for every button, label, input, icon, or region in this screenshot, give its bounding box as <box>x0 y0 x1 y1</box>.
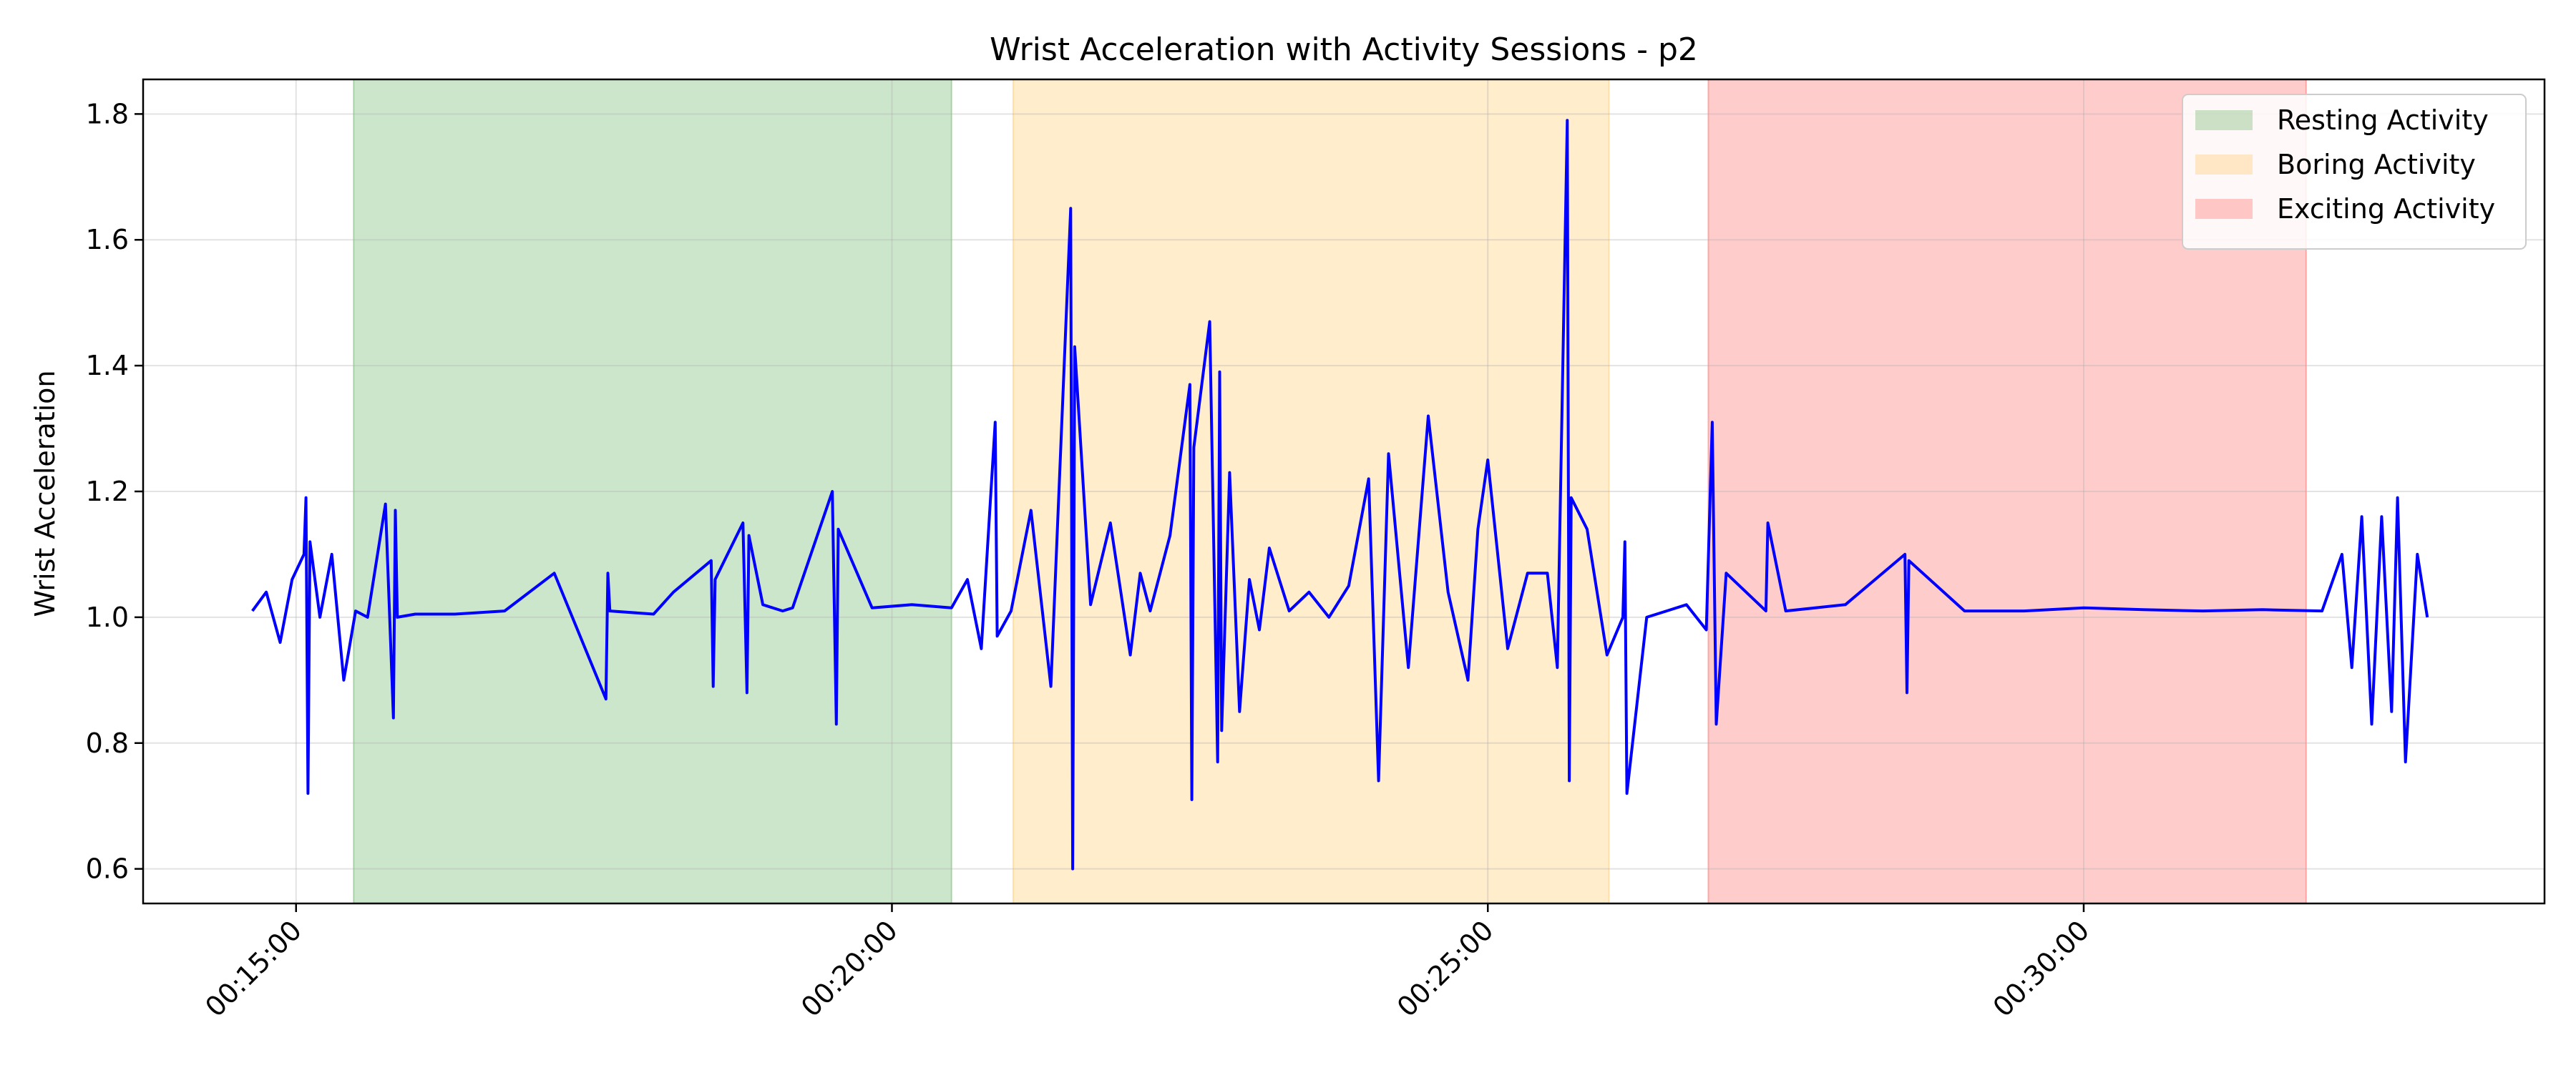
y-axis-label: Wrist Acceleration <box>29 371 61 617</box>
gridlines <box>143 79 2545 903</box>
legend: Resting Activity Boring Activity Exciting … <box>2182 94 2527 250</box>
legend-swatch-1 <box>2195 155 2253 175</box>
series-layer <box>251 119 2429 871</box>
x-axis-ticks: 00:15:00 00:20:00 00:25:00 00:30:00 <box>199 903 2095 1023</box>
chart-title: Wrist Acceleration with Activity Session… <box>990 31 1698 68</box>
legend-swatch-2 <box>2195 199 2253 219</box>
series-line-0 <box>251 119 2429 871</box>
x-tick-label-0: 00:15:00 <box>199 914 308 1023</box>
y-tick-label-5: 1.6 <box>86 224 129 255</box>
session-band-1 <box>1012 79 1610 904</box>
y-tick-label-3: 1.2 <box>86 476 129 507</box>
y-tick-label-0: 0.6 <box>86 853 129 885</box>
activity-sessions <box>353 79 2307 904</box>
y-tick-label-1: 0.8 <box>86 727 129 759</box>
x-tick-label-1: 00:20:00 <box>795 914 904 1023</box>
y-tick-label-2: 1.0 <box>86 602 129 633</box>
y-tick-label-4: 1.4 <box>86 350 129 381</box>
x-tick-label-3: 00:30:00 <box>1987 914 2096 1023</box>
y-tick-label-6: 1.8 <box>86 98 129 129</box>
legend-swatch-0 <box>2195 110 2253 130</box>
x-tick-label-2: 00:25:00 <box>1391 914 1500 1023</box>
legend-frame <box>2182 94 2527 250</box>
y-axis-ticks: 0.6 0.8 1.0 1.2 1.4 1.6 1.8 <box>86 98 143 885</box>
legend-label-0: Resting Activity <box>2277 104 2489 136</box>
session-band-0 <box>353 79 952 904</box>
legend-label-2: Exciting Activity <box>2277 193 2495 225</box>
legend-label-1: Boring Activity <box>2277 149 2476 180</box>
